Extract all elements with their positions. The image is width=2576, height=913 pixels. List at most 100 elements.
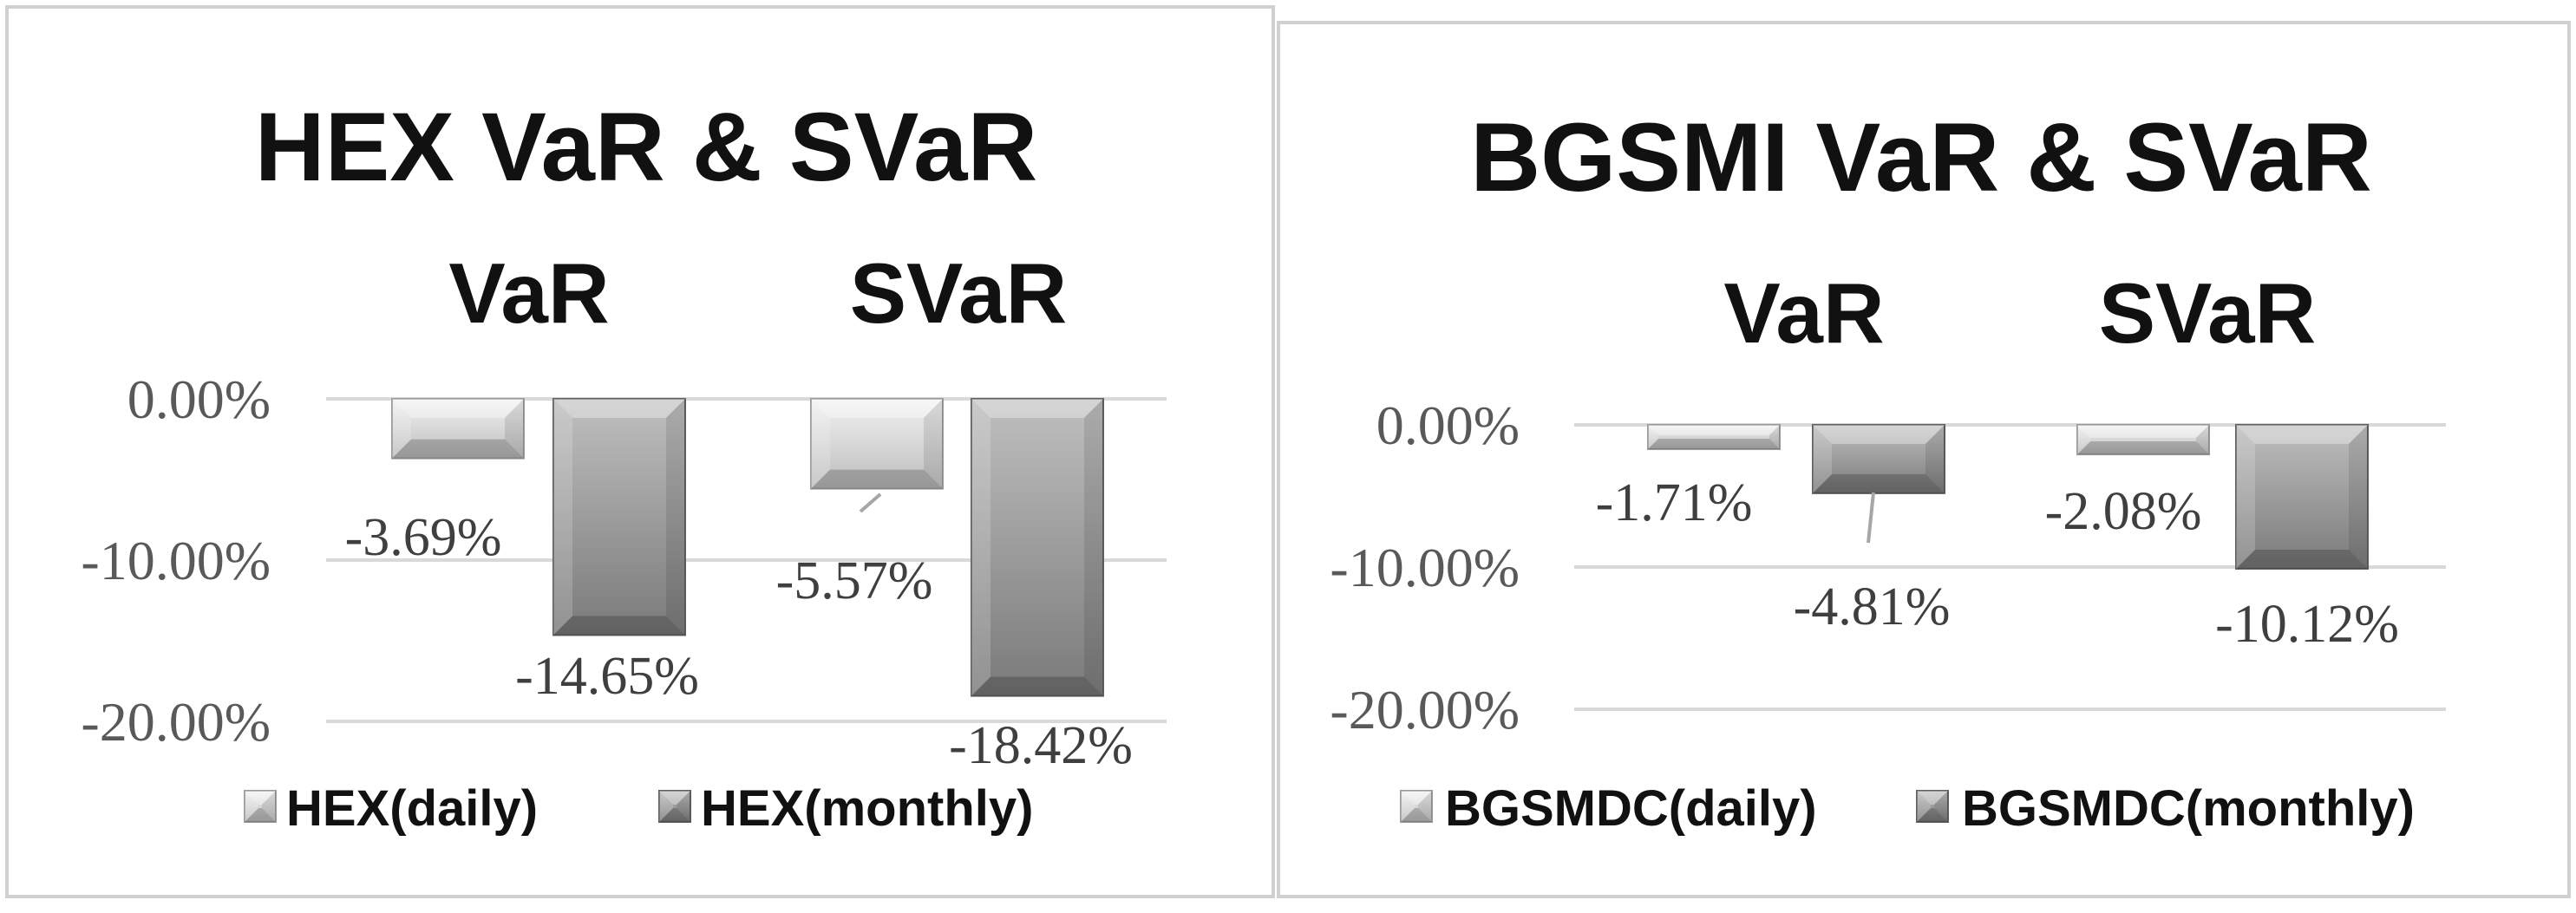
bar-bevel-top: [659, 791, 690, 805]
bar-bevel-bottom: [811, 469, 943, 489]
bar-bevel-left: [2077, 425, 2091, 455]
legend-item-monthly: BGSMDC(monthly): [1916, 780, 2415, 837]
bar-body: [2076, 424, 2210, 456]
bar-body: [1647, 424, 1781, 451]
bar-bevel-right: [1769, 425, 1780, 450]
data-label: -3.69%: [345, 508, 502, 567]
bar-bevel-top: [2077, 425, 2209, 439]
legend-item-daily: BGSMDC(daily): [1400, 780, 1817, 837]
data-label: -2.08%: [2045, 482, 2202, 541]
y-tick-label: -10.00%: [1330, 537, 1520, 598]
legend-label: HEX(monthly): [701, 780, 1033, 837]
legend-swatch: [244, 790, 277, 823]
bar-bevel-bottom: [245, 808, 276, 822]
category-label-svar: SVaR: [2099, 265, 2317, 361]
bar-bevel-bottom: [1813, 473, 1945, 493]
bar-body: [1812, 424, 1945, 494]
bar-bevel-left: [553, 399, 572, 636]
bar-bevel-top: [971, 399, 1103, 418]
bar-bevel-right: [1934, 791, 1948, 822]
bar-bevel-top: [811, 399, 943, 418]
y-tick-label: 0.00%: [1376, 395, 1520, 456]
y-tick-label: 0.00%: [127, 368, 271, 430]
bar-body: [1916, 790, 1949, 823]
bar-bevel-top: [1648, 425, 1780, 436]
bar-body: [1400, 790, 1433, 823]
y-tick-label: -20.00%: [1330, 679, 1520, 740]
bar-bevel-bottom: [1648, 439, 1780, 450]
bar-bevel-left: [1401, 791, 1415, 822]
bar-bevel-bottom: [553, 616, 685, 636]
y-tick-label: -10.00%: [81, 530, 271, 591]
bar-bevel-right: [924, 399, 943, 489]
bar-body: [391, 398, 525, 460]
data-label: -10.12%: [2215, 595, 2399, 654]
bar-bevel-left: [811, 399, 830, 489]
legend-swatch: [1400, 790, 1433, 823]
data-label: -5.57%: [776, 551, 933, 610]
bar-daily-var: [1647, 424, 1781, 451]
chart-title: HEX VaR & SVaR: [255, 93, 1038, 201]
bar-bevel-right: [1418, 791, 1432, 822]
bar-body: [244, 790, 277, 823]
bar-bevel-right: [2195, 425, 2209, 455]
category-label-var: VaR: [448, 245, 609, 341]
leader-line: [1867, 492, 1875, 544]
bar-daily-svar: [2076, 424, 2210, 456]
bar-bevel-left: [1813, 425, 1832, 493]
bar-bevel-left: [659, 791, 673, 822]
legend-label: BGSMDC(monthly): [1962, 780, 2415, 837]
data-label: -14.65%: [515, 647, 699, 706]
bar-bevel-top: [1401, 791, 1432, 805]
bar-body: [658, 790, 691, 823]
data-label: -1.71%: [1596, 473, 1753, 532]
bar-bevel-bottom: [659, 808, 690, 822]
bar-daily-svar: [810, 398, 944, 490]
bar-body: [552, 398, 686, 636]
bar-body: [971, 398, 1104, 697]
bar-bevel-right: [1925, 425, 1945, 493]
leader-line: [859, 492, 882, 513]
bar-bevel-right: [2349, 425, 2368, 569]
bar-bevel-right: [666, 399, 685, 636]
bar-body: [810, 398, 944, 490]
bar-bevel-left: [1917, 791, 1931, 822]
data-label: -4.81%: [1794, 577, 1951, 636]
legend-swatch: [658, 790, 691, 823]
category-label-var: VaR: [1723, 265, 1884, 361]
bar-bevel-right: [262, 791, 276, 822]
bar-bevel-bottom: [1401, 808, 1432, 822]
bar-bevel-bottom: [2077, 441, 2209, 455]
bar-bevel-top: [1813, 425, 1945, 444]
legend-label: HEX(daily): [286, 780, 538, 837]
bar-monthly-var: [552, 398, 686, 636]
data-label: -18.42%: [949, 716, 1133, 775]
bar-bevel-top: [2236, 425, 2368, 444]
bar-body: [2235, 424, 2369, 570]
chart-panel-1: HEX VaR & SVaR VaR SVaR 0.00% -10.00% -20.00%…: [5, 5, 1275, 898]
legend-item-daily: HEX(daily): [244, 780, 538, 837]
legend-label: BGSMDC(daily): [1445, 780, 1817, 837]
bar-bevel-right: [505, 399, 524, 459]
chart-title: BGSMI VaR & SVaR: [1470, 103, 2371, 212]
bar-bevel-bottom: [2236, 549, 2368, 569]
bar-bevel-bottom: [971, 676, 1103, 696]
bar-bevel-right: [1084, 399, 1103, 696]
bar-monthly-var: [1812, 424, 1945, 494]
chart-panel-2: BGSMI VaR & SVaR VaR SVaR 0.00% -10.00% -20.0…: [1277, 21, 2571, 898]
bar-bevel-left: [971, 399, 991, 696]
legend-item-monthly: HEX(monthly): [658, 780, 1033, 837]
bar-bevel-bottom: [392, 439, 524, 459]
bar-bevel-left: [245, 791, 258, 822]
bar-bevel-top: [1917, 791, 1948, 805]
legend-swatch: [1916, 790, 1949, 823]
category-label-svar: SVaR: [850, 245, 1068, 341]
bar-bevel-top: [392, 399, 524, 418]
bar-bevel-right: [677, 791, 690, 822]
bar-bevel-left: [392, 399, 411, 459]
bar-bevel-left: [1648, 425, 1659, 450]
bar-daily-var: [391, 398, 525, 460]
bar-bevel-left: [2236, 425, 2255, 569]
bar-bevel-bottom: [1917, 808, 1948, 822]
